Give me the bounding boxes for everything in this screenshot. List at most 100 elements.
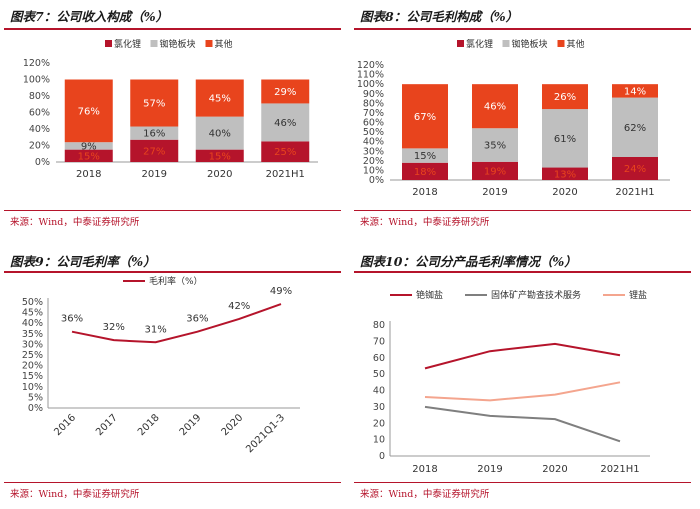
x-tick-label: 2018: [136, 412, 162, 438]
x-tick-label: 2020: [207, 169, 232, 180]
legend-label: 其他: [215, 38, 233, 50]
data-label: 46%: [274, 118, 296, 129]
y-tick-label: 25%: [22, 350, 43, 361]
y-tick-label: 10%: [22, 382, 43, 393]
data-label: 35%: [484, 141, 506, 152]
data-label: 36%: [61, 314, 83, 325]
data-label: 29%: [274, 87, 296, 98]
source-note: 来源：Wind，中泰证券研究所: [10, 217, 140, 228]
y-tick-label: 60%: [29, 108, 50, 119]
data-label: 31%: [144, 324, 166, 335]
data-label: 62%: [624, 123, 646, 134]
legend-swatch: [150, 40, 158, 47]
x-tick-label: 2018: [76, 169, 101, 180]
x-tick-label: 2020: [220, 412, 246, 438]
y-tick-label: 120%: [357, 60, 384, 71]
y-tick-label: 15%: [22, 371, 43, 382]
legend-label: 其他: [567, 38, 585, 50]
y-tick-label: 60: [373, 353, 385, 364]
data-label: 15%: [209, 151, 231, 162]
legend-swatch: [457, 40, 464, 47]
title-rule: [354, 28, 691, 30]
chart-title: 图表9：公司毛利率（%）: [10, 254, 156, 269]
bar-segment: [542, 109, 588, 168]
bar-segment: [472, 161, 518, 180]
data-label: 40%: [209, 129, 231, 140]
y-tick-label: 30%: [363, 146, 384, 157]
y-tick-label: 20: [373, 418, 385, 429]
x-tick-label: 2021H1: [615, 187, 654, 198]
y-tick-label: 10%: [363, 165, 384, 176]
data-label: 13%: [554, 169, 576, 180]
y-tick-label: 0%: [369, 175, 384, 186]
legend-label: 毛利率（%）: [149, 275, 203, 287]
source-rule: [354, 210, 691, 211]
bar-segment: [402, 148, 448, 163]
chart-title: 图表10：公司分产品毛利率情况（%）: [360, 254, 577, 269]
y-tick-label: 60%: [363, 118, 384, 129]
legend-label: 氯化锂: [466, 38, 493, 50]
bar-segment: [130, 139, 179, 162]
legend-swatch: [205, 40, 213, 47]
revenue-composition-chart: 氯化锂 铷铯板块 其他0%20%40%60%80%100%120%15%9%76%2…: [23, 38, 318, 180]
bar-segment: [130, 126, 179, 140]
data-label: 61%: [554, 134, 576, 145]
series-line: [424, 342, 621, 370]
x-tick-label: 2019: [477, 464, 502, 475]
data-label: 67%: [414, 112, 436, 123]
bar-segment: [195, 116, 244, 150]
bar-segment: [612, 97, 658, 157]
y-tick-label: 40%: [22, 318, 43, 329]
y-tick-label: 0%: [35, 157, 50, 168]
data-label: 9%: [81, 141, 97, 152]
data-label: 18%: [414, 167, 436, 178]
bar-segment: [195, 149, 244, 162]
y-tick-label: 80%: [29, 91, 50, 102]
data-label: 57%: [143, 99, 165, 110]
data-label: 14%: [624, 86, 646, 97]
gross-margin-chart: 0%5%10%15%20%25%30%35%40%45%50% 2016 2017 2…: [22, 275, 300, 455]
y-tick-label: 100%: [357, 79, 384, 90]
bar-segment: [402, 162, 448, 180]
source-rule: [4, 482, 341, 483]
source-note: 来源：Wind，中泰证券研究所: [360, 217, 490, 228]
y-tick-label: 20%: [363, 156, 384, 167]
product-margin-chart: 0 10 20 30 40 50 60 70 80 2018 2019 2020 2021H1 铯铷盐 固体…: [373, 289, 650, 475]
x-tick-label: 2019: [178, 412, 204, 438]
x-tick-label: 2021Q1-3: [244, 412, 287, 455]
data-label: 49%: [270, 286, 292, 297]
legend-label: 锂盐: [629, 289, 647, 301]
bar-segment: [130, 79, 179, 127]
bar-segment: [612, 157, 658, 180]
x-tick-label: 2018: [412, 187, 437, 198]
bar-segment: [64, 149, 113, 162]
y-tick-label: 5%: [28, 392, 43, 403]
x-tick-label: 2019: [482, 187, 507, 198]
data-label: 42%: [228, 301, 250, 312]
data-label: 15%: [414, 151, 436, 162]
bar-segment: [542, 84, 588, 110]
y-tick-label: 120%: [23, 58, 50, 69]
legend-label: 铷铯板块: [160, 38, 196, 50]
x-tick-label: 2019: [142, 169, 167, 180]
y-tick-label: 110%: [357, 70, 384, 81]
y-tick-label: 50%: [22, 297, 43, 308]
bar-segment: [64, 142, 113, 150]
source-rule: [354, 482, 691, 483]
legend-swatch: [502, 40, 510, 47]
y-tick-label: 100%: [23, 75, 50, 86]
y-tick-label: 40: [373, 386, 385, 397]
bar-segment: [261, 103, 310, 142]
chart-title: 图表8：公司毛利构成（%）: [360, 9, 519, 24]
y-tick-label: 70%: [363, 108, 384, 119]
y-tick-label: 80%: [363, 98, 384, 109]
x-tick-label: 2017: [94, 412, 120, 438]
y-tick-label: 30: [373, 402, 385, 413]
y-tick-label: 90%: [363, 89, 384, 100]
chart-title: 图表7：公司收入构成（%）: [10, 9, 169, 24]
panel-product-margin: 图表10：公司分产品毛利率情况（%） 0 10 20 30 40 50 60 70 80 2018…: [350, 245, 695, 500]
x-tick-label: 2021H1: [600, 464, 639, 475]
x-tick-label: 2018: [412, 464, 437, 475]
title-rule: [4, 271, 341, 273]
x-tick-label: 2020: [552, 187, 577, 198]
